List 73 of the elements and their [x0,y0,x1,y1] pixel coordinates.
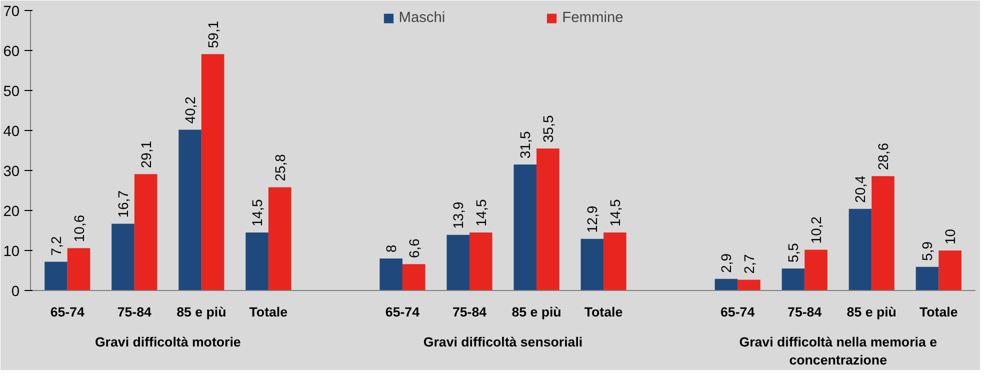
x-tick-label: Totale [584,304,623,320]
bar [580,238,604,290]
data-label: 13,9 [450,201,466,229]
bar [67,248,90,290]
data-label: 31,5 [517,131,534,158]
data-label: 10,6 [70,214,87,242]
bar [804,250,828,290]
bar [201,54,224,290]
x-tick-label: 75-84 [452,304,488,320]
y-tick-label: 50 [3,84,20,100]
text: Gravi difficoltà nella memoria e concentrazione [739,334,938,368]
bar [738,280,760,290]
data-label: 10 [942,228,958,244]
data-label: 29,1 [138,140,154,168]
data-label: 5,9 [919,241,936,261]
data-label: 2,9 [718,253,734,273]
x-tick-label: 75-84 [788,304,822,320]
data-label: 8 [383,244,400,252]
y-tick-label: 10 [3,244,20,260]
bar [848,208,872,290]
text: Gravi difficoltà motorie [94,334,241,350]
bar [938,250,962,290]
x-tick-label: 65-74 [50,304,85,320]
y-tick-label: 20 [3,204,20,220]
y-tick-label: 70 [3,4,20,20]
bar [604,232,626,290]
bar [402,264,426,290]
data-label: 20,4 [852,175,868,203]
bar [112,224,134,290]
bar [536,148,560,290]
bar [246,232,268,290]
data-label: 5,5 [785,242,802,262]
data-label: 10,2 [808,216,824,244]
bar [134,174,158,290]
y-tick-label: 30 [3,164,20,180]
data-label: 59,1 [204,20,221,48]
x-tick-label: Totale [249,304,288,320]
y-tick-label: 40 [3,124,20,140]
legend-label: Maschi [398,10,446,26]
data-label: 7,2 [48,236,64,256]
data-label: 25,8 [272,154,288,182]
x-tick-label: 85 e più [846,304,896,320]
y-tick-label: 60 [3,44,20,60]
bar [44,262,68,290]
bar [872,176,894,290]
x-tick-label: 65-74 [385,304,420,320]
bar [469,232,492,290]
data-label: 14,5 [472,199,489,226]
y-tick-label: 0 [11,284,20,300]
data-label: 28,6 [875,142,892,170]
data-label: 35,5 [540,115,556,142]
data-label: 6,6 [406,238,422,258]
bar [446,234,470,290]
bar [178,130,202,290]
bar [514,164,537,290]
x-tick-label: 75-84 [117,304,152,320]
bar [714,278,738,290]
bar [380,258,402,290]
data-label: 14,5 [606,199,623,226]
x-tick-label: 85 e più [176,304,226,320]
data-label: 16,7 [114,190,131,218]
bar [782,268,805,290]
bar [268,187,292,290]
bar [916,266,939,290]
data-label: 2,7 [740,254,757,274]
legend-label: Femmine [562,10,624,26]
text: Gravi difficoltà sensoriali [423,334,583,350]
x-tick-label: 85 e più [512,304,562,320]
x-tick-label: Totale [920,304,958,320]
data-label: 40,2 [182,96,198,124]
data-label: 14,5 [249,199,266,226]
x-tick-label: 65-74 [720,304,756,320]
data-label: 12,9 [584,205,600,233]
